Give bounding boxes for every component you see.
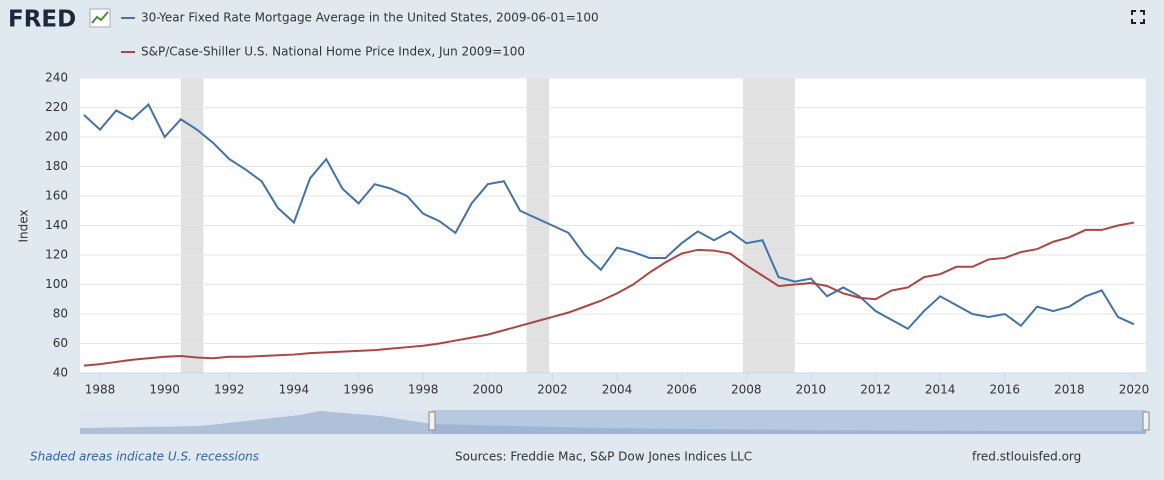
- y-tick-label: 140: [45, 218, 68, 232]
- x-tick-label: 2014: [925, 383, 956, 397]
- x-tick-label: 2008: [731, 383, 762, 397]
- y-tick-label: 100: [45, 277, 68, 291]
- y-tick-label: 220: [45, 100, 68, 114]
- x-tick-label: 2020: [1119, 383, 1150, 397]
- y-tick-label: 180: [45, 159, 68, 173]
- x-tick-label: 1998: [408, 383, 439, 397]
- x-tick-label: 2016: [990, 383, 1021, 397]
- corner: [1131, 10, 1136, 15]
- y-tick-label: 60: [53, 336, 68, 350]
- x-tick-label: 2010: [796, 383, 827, 397]
- x-tick-label: 1994: [279, 383, 310, 397]
- x-tick-label: 1992: [214, 383, 245, 397]
- x-tick-label: 2004: [602, 383, 633, 397]
- x-tick-label: 1996: [343, 383, 374, 397]
- y-tick-label: 160: [45, 189, 68, 203]
- x-tick-label: 2012: [860, 383, 891, 397]
- y-tick-label: 40: [53, 366, 68, 380]
- x-tick-label: 2002: [537, 383, 568, 397]
- series-line: [83, 221, 1135, 367]
- navigator[interactable]: [80, 410, 1150, 434]
- logo: FRED: [8, 7, 76, 33]
- x-tick-label: 1988: [85, 383, 116, 397]
- corner: [1140, 19, 1145, 24]
- legend-label: 30-Year Fixed Rate Mortgage Average in t…: [141, 11, 599, 25]
- x-tick-label: 2018: [1054, 383, 1085, 397]
- series-line: [83, 102, 1135, 331]
- fullscreen-icon[interactable]: [1131, 10, 1145, 24]
- recession-note: Shaded areas indicate U.S. recessions: [30, 450, 259, 464]
- x-tick-label: 2006: [666, 383, 697, 397]
- corner: [1131, 19, 1136, 24]
- logo-icon: [89, 8, 111, 28]
- logo-line: [91, 11, 109, 24]
- source: Sources: Freddie Mac, S&P Dow Jones Indi…: [455, 450, 752, 464]
- y-tick-label: 80: [53, 307, 68, 321]
- y-tick-label: 240: [45, 71, 68, 85]
- logo-box: [89, 8, 111, 28]
- legend-label: S&P/Case-Shiller U.S. National Home Pric…: [141, 45, 525, 59]
- navigator-handle[interactable]: [1142, 411, 1150, 431]
- y-tick-label: 120: [45, 248, 68, 262]
- y-axis-label: Index: [17, 209, 31, 242]
- corner: [1140, 10, 1145, 15]
- navigator-handle[interactable]: [428, 411, 436, 431]
- x-tick-label: 2000: [473, 383, 504, 397]
- x-tick-label: 1990: [149, 383, 180, 397]
- y-tick-label: 200: [45, 130, 68, 144]
- url[interactable]: fred.stlouisfed.org: [972, 450, 1081, 464]
- navigator-shape: [80, 411, 1146, 434]
